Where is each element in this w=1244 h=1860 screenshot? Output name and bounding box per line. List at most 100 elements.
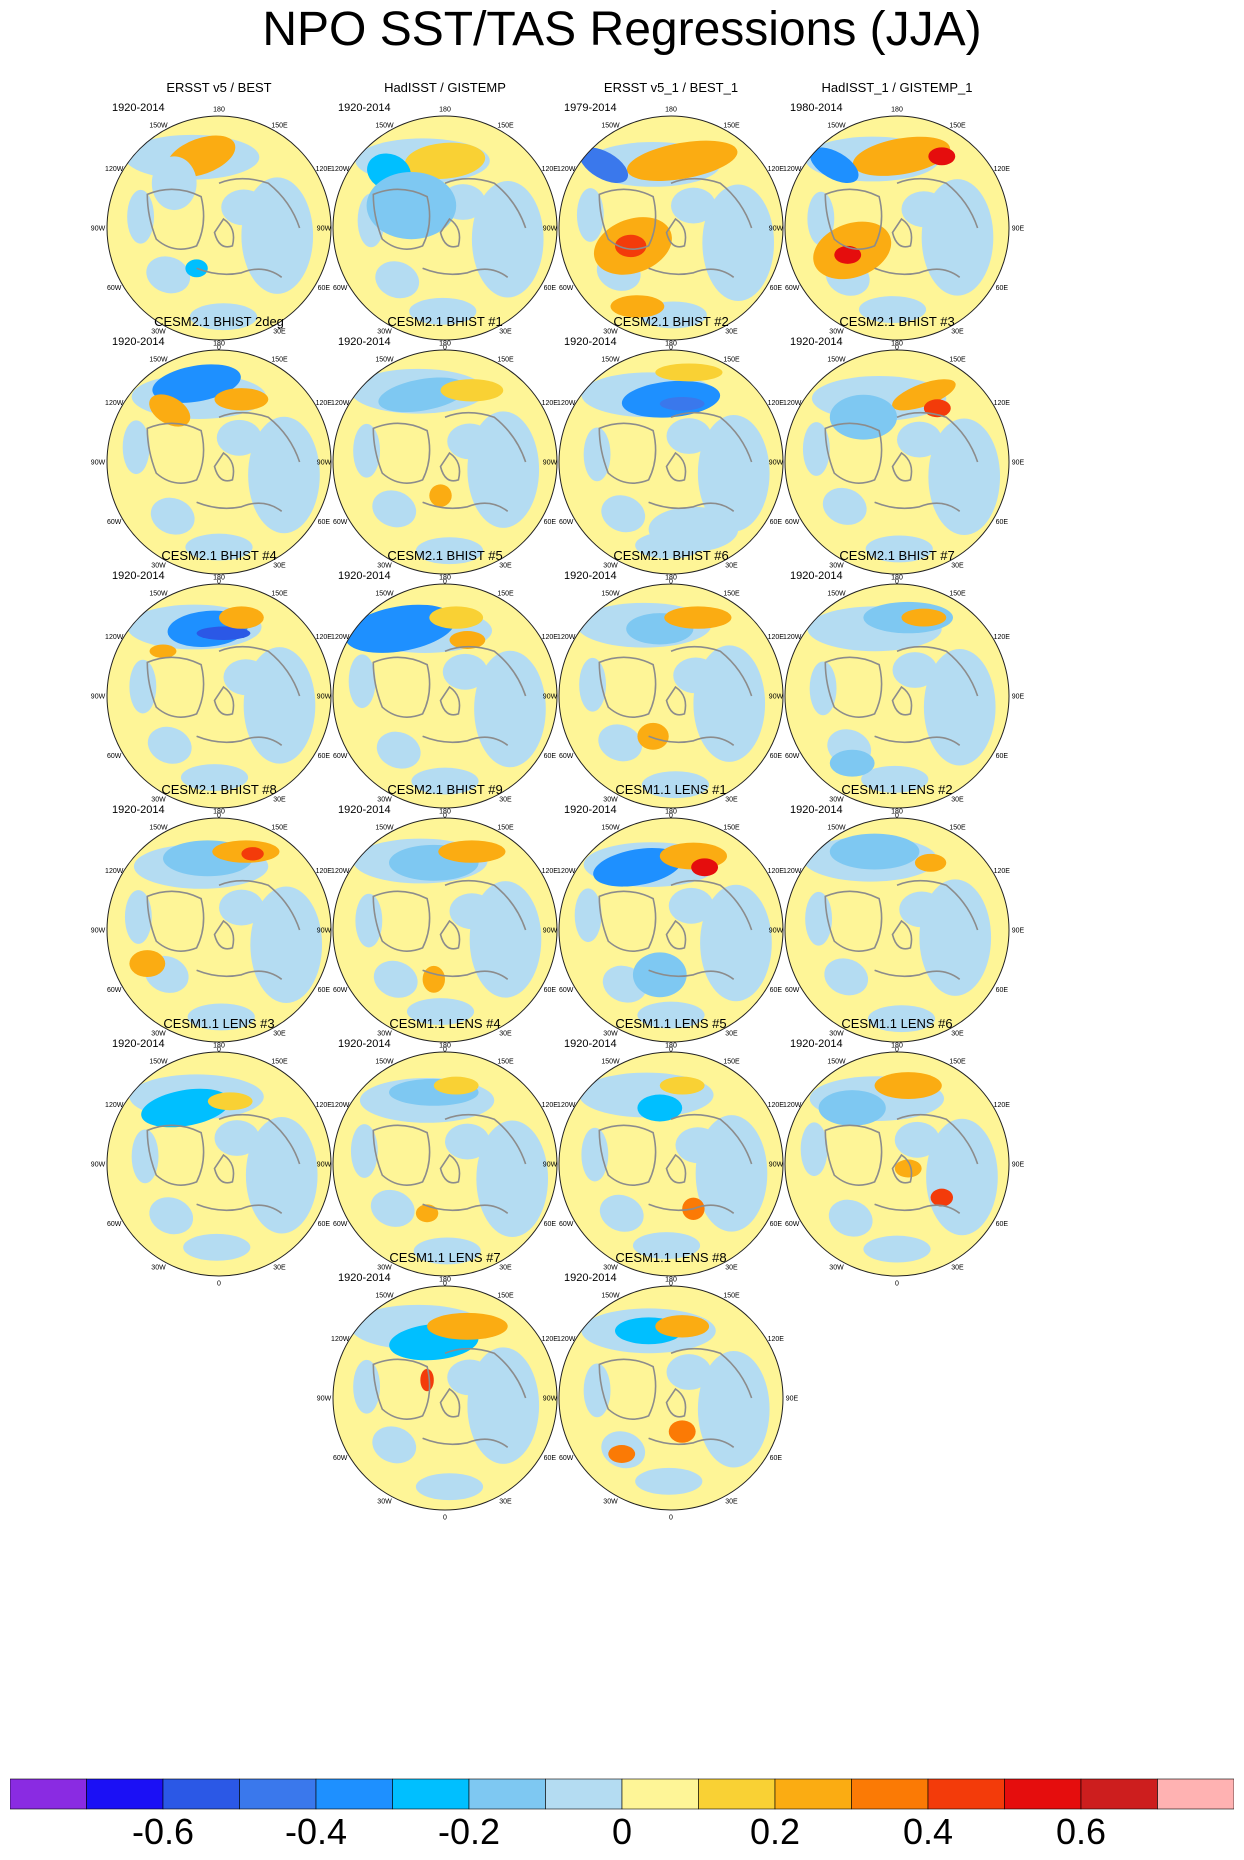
longitude-label: 120E xyxy=(994,166,1011,173)
longitude-label: 30W xyxy=(377,1031,392,1038)
anomaly-region xyxy=(366,172,457,240)
coastline xyxy=(891,1153,913,1184)
coastline xyxy=(824,188,883,250)
anomaly-region xyxy=(637,1094,683,1122)
longitude-label: 90W xyxy=(91,226,106,233)
coastline xyxy=(874,969,961,980)
coastline xyxy=(648,1203,735,1214)
map-border xyxy=(784,349,1010,575)
coastline xyxy=(218,177,301,229)
anomaly-region xyxy=(824,958,869,996)
colorbar-tick-label: 0.6 xyxy=(1055,1811,1107,1852)
anomaly-region xyxy=(376,731,421,769)
longitude-label: 150W xyxy=(375,824,394,831)
longitude-label: 180 xyxy=(665,809,677,816)
anomaly-region xyxy=(874,1072,942,1100)
longitude-label: 120W xyxy=(105,868,124,875)
panel-title: CESM2.1 BHIST #6 xyxy=(613,548,729,563)
coastline xyxy=(648,969,735,980)
longitude-label: 120E xyxy=(316,166,333,173)
map-panel: CESM1.1 LENS #41920-2014180150E120E90E60… xyxy=(310,1016,580,1286)
anomaly-region xyxy=(675,1127,721,1164)
longitude-label: 120W xyxy=(557,166,576,173)
map-border xyxy=(332,349,558,575)
anomaly-region xyxy=(601,495,646,533)
coastline xyxy=(670,411,753,463)
longitude-label: 30W xyxy=(829,563,844,570)
coastline xyxy=(372,422,431,484)
anomaly-region xyxy=(626,140,738,181)
anomaly-region xyxy=(151,156,197,211)
coastline xyxy=(213,217,235,248)
longitude-label: 60W xyxy=(107,987,122,994)
longitude-label: 150W xyxy=(827,1058,846,1065)
longitude-label: 30E xyxy=(273,1265,286,1272)
longitude-label: 90W xyxy=(543,460,558,467)
longitude-label: 90W xyxy=(91,694,106,701)
longitude-label: 180 xyxy=(439,575,451,582)
anomaly-region xyxy=(141,1088,230,1128)
longitude-label: 90E xyxy=(1012,1162,1025,1169)
anomaly-region xyxy=(593,847,682,887)
longitude-label: 0 xyxy=(217,1281,221,1287)
anomaly-region xyxy=(409,297,477,325)
longitude-label: 30W xyxy=(829,797,844,804)
longitude-label: 30E xyxy=(273,797,286,804)
coastline xyxy=(891,451,913,482)
longitude-label: 180 xyxy=(665,107,677,114)
longitude-label: 0 xyxy=(895,345,899,351)
map-panel: CESM2.1 BHIST #41920-2014180150E120E90E6… xyxy=(84,548,354,818)
coastline xyxy=(874,1203,961,1214)
anomaly-region xyxy=(923,648,996,766)
longitude-label: 120E xyxy=(316,868,333,875)
longitude-label: 30W xyxy=(603,563,618,570)
longitude-label: 150E xyxy=(271,122,288,129)
coastline xyxy=(422,735,509,746)
panel-period: 1920-2014 xyxy=(790,1038,843,1050)
longitude-label: 30E xyxy=(725,1499,738,1506)
longitude-label: 30E xyxy=(725,1265,738,1272)
longitude-label: 30E xyxy=(951,563,964,570)
longitude-label: 30W xyxy=(829,1265,844,1272)
coastline xyxy=(146,422,205,484)
panel-period: 1920-2014 xyxy=(338,804,391,816)
longitude-label: 60E xyxy=(318,519,331,526)
anomaly-region xyxy=(655,1315,710,1338)
longitude-label: 150E xyxy=(497,122,514,129)
map-panel: ERSST v5 / BEST1920-2014180150E120E90E60… xyxy=(84,80,354,350)
longitude-label: 90W xyxy=(317,226,332,233)
longitude-label: 0 xyxy=(895,1047,899,1053)
coastline xyxy=(439,1153,461,1184)
longitude-label: 120W xyxy=(105,634,124,641)
coastline xyxy=(444,645,527,697)
longitude-label: 90E xyxy=(786,1396,799,1403)
longitude-label: 120E xyxy=(542,166,559,173)
coastline xyxy=(874,735,961,746)
longitude-label: 120W xyxy=(557,400,576,407)
anomaly-region xyxy=(599,1194,644,1232)
longitude-label: 180 xyxy=(213,575,225,582)
coastline xyxy=(439,919,461,950)
longitude-label: 60E xyxy=(544,987,557,994)
coastline xyxy=(598,188,657,250)
coastline xyxy=(146,1124,205,1186)
longitude-label: 150E xyxy=(949,590,966,597)
colorbar-tick-labels: -0.6 -0.4 -0.2 0 0.2 0.4 0.6 xyxy=(0,1810,1244,1860)
anomaly-region xyxy=(892,652,938,688)
longitude-label: 180 xyxy=(665,1277,677,1284)
coastline xyxy=(196,1203,283,1214)
longitude-label: 30E xyxy=(951,1031,964,1038)
anomaly-region xyxy=(818,1090,886,1126)
anomaly-region xyxy=(574,888,602,943)
anomaly-region xyxy=(598,724,643,762)
longitude-label: 30E xyxy=(499,329,512,336)
longitude-label: 60E xyxy=(770,753,783,760)
coastline xyxy=(670,645,753,697)
longitude-label: 60W xyxy=(107,285,122,292)
longitude-label: 0 xyxy=(669,1047,673,1053)
